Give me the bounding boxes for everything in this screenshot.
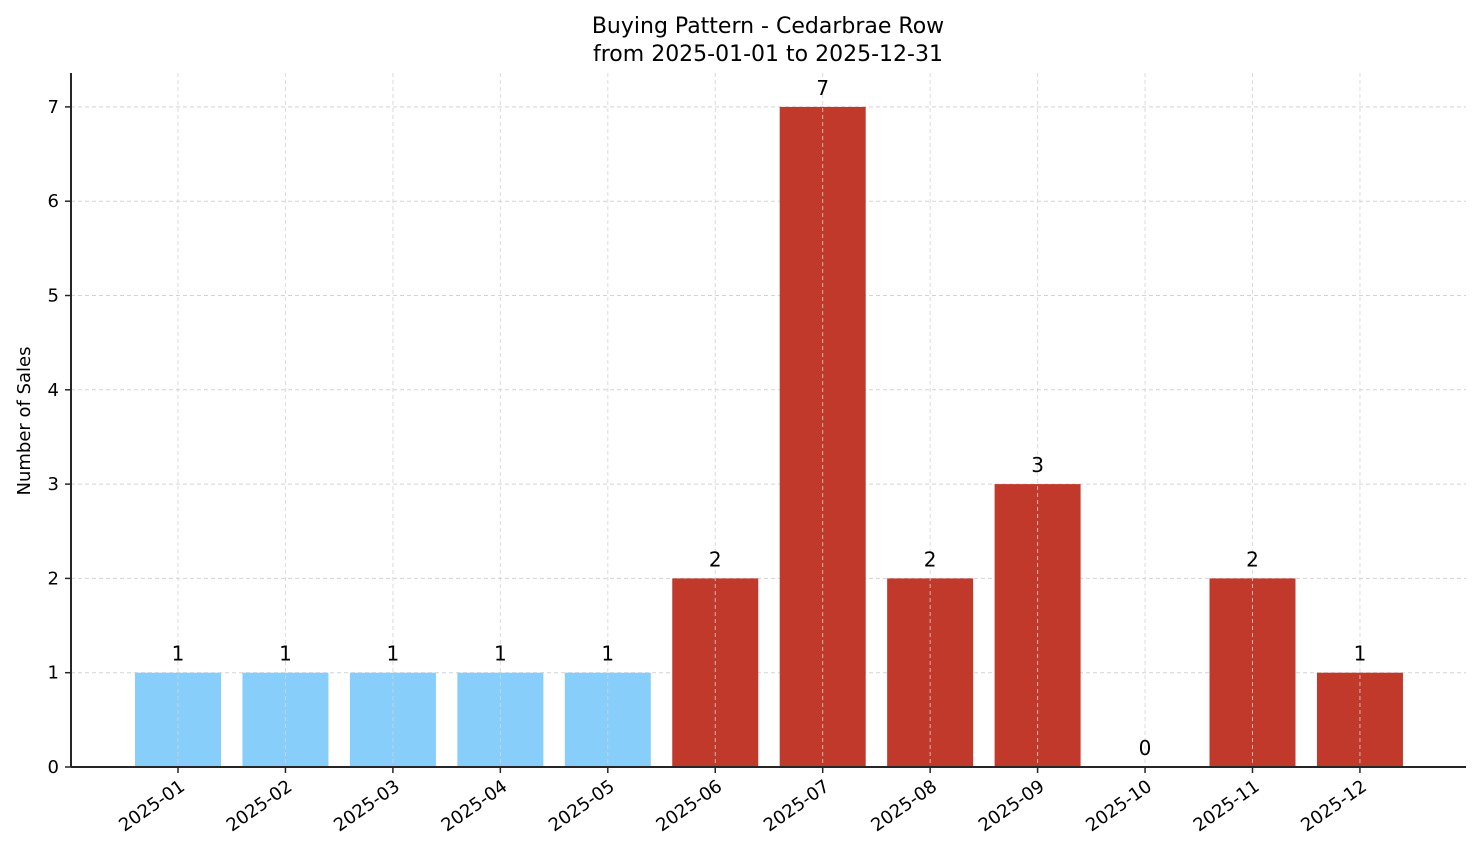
y-tick-label: 0 [48, 757, 59, 778]
y-axis-label: Number of Sales [14, 346, 35, 495]
x-tick-label: 2025-10 [1082, 776, 1156, 836]
bar-2025-07 [779, 106, 866, 767]
x-tick-label: 2025-07 [760, 776, 834, 836]
x-tick-label: 2025-02 [223, 776, 297, 836]
y-tick-label: 7 [48, 97, 59, 118]
y-tick-label: 6 [48, 191, 59, 212]
x-tick-label: 2025-11 [1190, 776, 1264, 836]
bar-value-label: 2 [709, 547, 722, 571]
bar-value-label: 1 [494, 642, 507, 666]
chart-subtitle: from 2025-01-01 to 2025-12-31 [593, 42, 943, 67]
x-tick-label: 2025-12 [1297, 776, 1371, 836]
chart-title: Buying Pattern - Cedarbrae Row [592, 14, 944, 39]
bar-value-label: 1 [601, 642, 614, 666]
bar-value-label: 1 [279, 642, 292, 666]
y-tick-label: 5 [48, 286, 59, 307]
x-tick-label: 2025-01 [115, 776, 189, 836]
x-tick-label: 2025-09 [975, 776, 1049, 836]
bar-value-label: 1 [387, 642, 400, 666]
bar-2025-11 [1209, 578, 1296, 767]
x-tick-label: 2025-04 [438, 776, 512, 836]
y-tick-label: 4 [48, 380, 59, 401]
x-tick-label: 2025-03 [330, 776, 404, 836]
y-tick-label: 1 [48, 663, 59, 684]
bar-value-label: 3 [1031, 453, 1044, 477]
bar-2025-06 [672, 578, 759, 767]
bar-value-label: 2 [1246, 547, 1259, 571]
bar-value-label: 1 [172, 642, 185, 666]
bar-value-label: 0 [1139, 736, 1152, 760]
bar-value-label: 7 [816, 76, 829, 100]
x-tick-label: 2025-05 [545, 776, 619, 836]
bar-value-label: 2 [924, 547, 937, 571]
bar-2025-08 [887, 578, 974, 767]
y-tick-label: 3 [48, 474, 59, 495]
x-tick-label: 2025-06 [652, 776, 726, 836]
y-tick-label: 2 [48, 568, 59, 589]
x-tick-label: 2025-08 [867, 776, 941, 836]
bar-value-label: 1 [1354, 642, 1367, 666]
